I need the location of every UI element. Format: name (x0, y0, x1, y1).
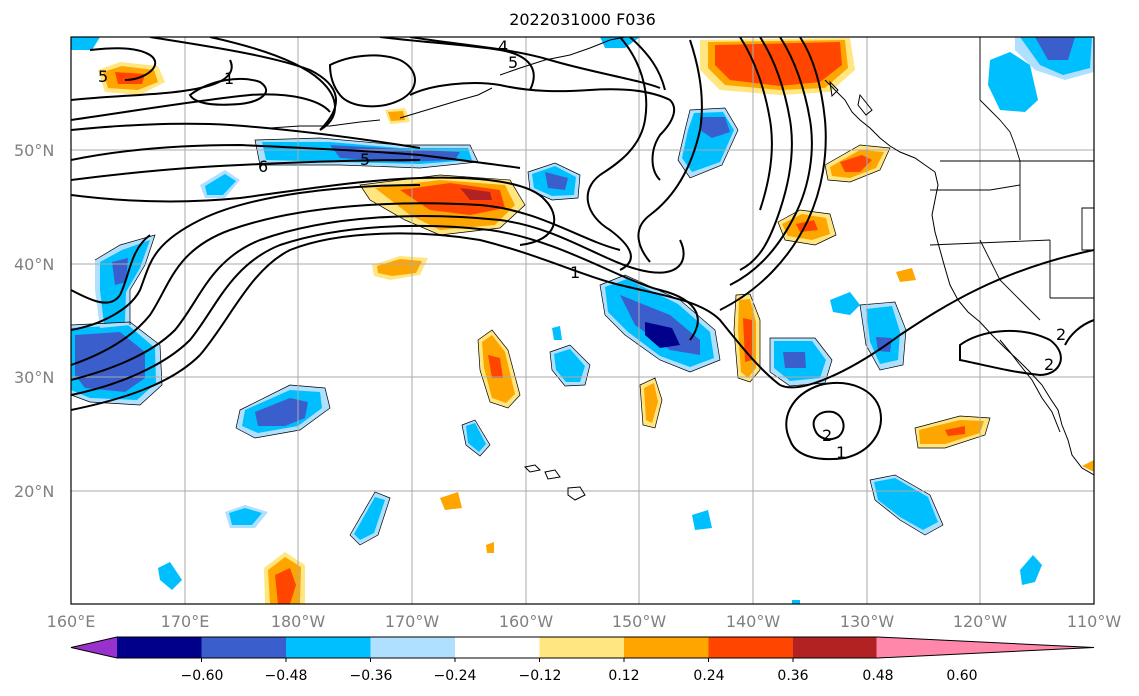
map-frame (70, 36, 1095, 605)
colorbar-tick-label: −0.24 (434, 668, 477, 684)
anomaly-positive (796, 220, 818, 232)
anomaly-negative (783, 352, 806, 368)
anomaly-negative (792, 600, 800, 604)
contour-label: 1 (836, 443, 846, 462)
anomaly-positive (486, 542, 494, 553)
anomaly-negative (700, 117, 730, 138)
anomaly-negative (112, 258, 128, 285)
colorbar-segment (117, 637, 203, 658)
lon-labels: 160°E 170°E 180°W 170°W 160°W 150°W 140°… (47, 612, 1122, 631)
anomaly-negative (620, 295, 700, 355)
colorbar-segment (201, 637, 287, 658)
contour-labels: 1 4 5 5 6 5 1 2 1 2 2 (98, 37, 1066, 462)
contour-label: 1 (570, 263, 580, 282)
anomaly-positive (644, 383, 658, 423)
anomaly-negative (71, 37, 100, 50)
anomaly-negative (229, 508, 262, 525)
anomaly-negative (552, 326, 562, 340)
lat-label-50n: 50°N (14, 141, 54, 160)
anomaly-negative (1035, 37, 1075, 60)
anomaly-positive (1082, 460, 1094, 472)
anomaly-negative (255, 398, 308, 426)
colorbar-segment (455, 637, 541, 658)
colorbar-segment (370, 637, 456, 658)
colorbar-tick-label: −0.60 (181, 668, 224, 684)
contour-label: 4 (498, 37, 508, 56)
anomaly-negative (545, 172, 568, 190)
anomaly-positive (945, 426, 965, 436)
anomaly-negative (554, 349, 585, 382)
contour-label: 2 (1056, 325, 1066, 344)
colorbar-segment (286, 637, 372, 658)
contour-label: 6 (258, 157, 268, 176)
anomaly-negative (205, 174, 236, 195)
contours (71, 37, 1094, 461)
contour-label: 5 (98, 67, 108, 86)
anomaly-negative (692, 510, 712, 530)
lon-label: 160°W (499, 612, 554, 631)
colorbar-extend-high (876, 637, 1094, 658)
lon-label: 180°W (271, 612, 326, 631)
anomaly-positive (275, 568, 296, 604)
lon-label: 120°W (953, 612, 1008, 631)
lon-label: 150°W (612, 612, 667, 631)
colorbar-tick-label: 0.60 (946, 668, 977, 684)
lat-labels: 50°N 40°N 30°N 20°N (14, 141, 54, 501)
contour-label: 1 (224, 69, 234, 88)
colorbar-tick-label: 0.36 (777, 668, 808, 684)
anomaly-negative (354, 497, 385, 540)
coastlines (269, 37, 1094, 501)
lon-label: 170°W (385, 612, 440, 631)
anomaly-positive (115, 72, 145, 84)
anomaly-negative (830, 292, 860, 315)
anomaly-positive (440, 492, 462, 510)
lon-label: 110°W (1067, 612, 1122, 631)
contour-label: 5 (508, 53, 518, 72)
colorbar-tick-label: 0.12 (608, 668, 639, 684)
lon-label: 170°E (161, 612, 210, 631)
colorbar (70, 636, 1095, 662)
contour-label: 5 (360, 150, 370, 169)
contour-label: 2 (822, 426, 832, 445)
colorbar-tick-label: −0.48 (265, 668, 308, 684)
anomaly-negative (158, 562, 182, 590)
anomaly-positive (388, 111, 405, 121)
anomaly-negative (1020, 555, 1042, 585)
lon-label: 130°W (840, 612, 895, 631)
anomaly-positive (488, 355, 503, 378)
lon-label: 160°E (47, 612, 96, 631)
lat-label-30n: 30°N (14, 368, 54, 387)
map-content: 1 4 5 5 6 5 1 2 1 2 2 (71, 37, 1094, 604)
colorbar-tick-label: 0.24 (693, 668, 724, 684)
lat-label-20n: 20°N (14, 482, 54, 501)
colorbar-segment (624, 637, 710, 658)
colorbar-segment (793, 637, 879, 658)
anomaly-negative (988, 52, 1038, 112)
colorbar-tick-label: −0.36 (350, 668, 393, 684)
political-borders (929, 37, 1094, 321)
colorbar-extend-low (71, 637, 118, 658)
lon-label: 140°W (726, 612, 781, 631)
contour-label: 2 (1044, 355, 1054, 374)
lat-label-40n: 40°N (14, 255, 54, 274)
colorbar-segment (539, 637, 625, 658)
anomaly-positive (377, 259, 422, 276)
anomaly-positive (460, 188, 492, 200)
anomaly-positive (715, 42, 842, 86)
anomaly-negative (866, 306, 900, 364)
colorbar-outline (70, 636, 1095, 659)
colorbar-segment (708, 637, 794, 658)
anomaly-positive (840, 155, 872, 172)
figure-title: 2022031000 F036 (509, 10, 656, 29)
anomaly-positive (896, 268, 916, 282)
colorbar-tick-label: −0.12 (519, 668, 562, 684)
colorbar-labels: −0.60 −0.48 −0.36 −0.24 −0.12 0.12 0.24 … (181, 668, 978, 684)
colorbar-tick-label: 0.48 (862, 668, 893, 684)
anomaly-negative (645, 322, 680, 348)
anomaly-negative (466, 423, 486, 452)
